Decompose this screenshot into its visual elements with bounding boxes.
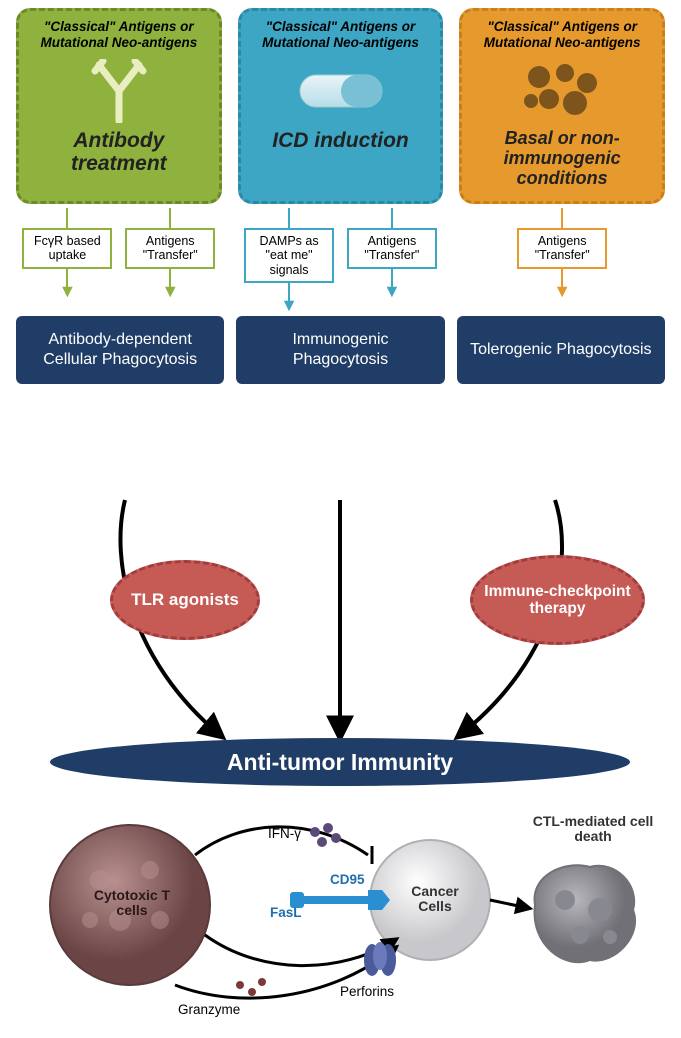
cancer-label: Cancer Cells bbox=[400, 884, 470, 915]
cd95-label: CD95 bbox=[330, 872, 365, 887]
antibody-icon bbox=[25, 57, 213, 125]
top-row: "Classical" Antigens or Mutational Neo-a… bbox=[0, 0, 681, 204]
sub-col-1: DAMPs as "eat me" signals ▼ Antigens "Tr… bbox=[238, 208, 444, 310]
sub-col-2: Antigens "Transfer" ▼ bbox=[459, 208, 665, 310]
sub-box-fcyr: FcγR based uptake bbox=[22, 228, 112, 269]
sub-col-0: FcγR based uptake ▼ Antigens "Transfer" … bbox=[16, 208, 222, 310]
sub-box-ab-transfer: Antigens "Transfer" bbox=[125, 228, 215, 269]
top-box-basal: "Classical" Antigens or Mutational Neo-a… bbox=[459, 8, 665, 204]
antigen-text-2: "Classical" Antigens or Mutational Neo-a… bbox=[468, 19, 656, 51]
phago-tolerogenic: Tolerogenic Phagocytosis bbox=[457, 316, 665, 384]
ifn-label: IFN-γ bbox=[268, 826, 301, 841]
oval-tlr-label: TLR agonists bbox=[131, 591, 239, 610]
top-box-icd: "Classical" Antigens or Mutational Neo-a… bbox=[238, 8, 444, 204]
sub-box-basal-transfer: Antigens "Transfer" bbox=[517, 228, 607, 269]
antigen-text-0: "Classical" Antigens or Mutational Neo-a… bbox=[25, 19, 213, 51]
particles-icon bbox=[468, 57, 656, 125]
top-title-1: ICD induction bbox=[247, 129, 435, 152]
phago-adcp: Antibody-dependent Cellular Phagocytosis bbox=[16, 316, 224, 384]
phago-row: Antibody-dependent Cellular Phagocytosis… bbox=[0, 316, 681, 384]
immunity-bar-label: Anti-tumor Immunity bbox=[227, 749, 453, 776]
sub-row: FcγR based uptake ▼ Antigens "Transfer" … bbox=[0, 208, 681, 310]
top-title-0: Antibody treatment bbox=[25, 129, 213, 175]
antigen-text-1: "Classical" Antigens or Mutational Neo-a… bbox=[247, 19, 435, 51]
perforin-label: Perforins bbox=[340, 984, 394, 999]
dead-label: CTL-mediated cell death bbox=[518, 814, 668, 845]
immunity-bar: Anti-tumor Immunity bbox=[50, 738, 630, 786]
granzyme-label: Granzyme bbox=[178, 1002, 240, 1017]
phago-immunogenic: Immunogenic Phagocytosis bbox=[236, 316, 444, 384]
oval-tlr: TLR agonists bbox=[110, 560, 260, 640]
fasl-label: FasL bbox=[270, 905, 302, 920]
top-box-antibody: "Classical" Antigens or Mutational Neo-a… bbox=[16, 8, 222, 204]
sub-box-icd-transfer: Antigens "Transfer" bbox=[347, 228, 437, 269]
top-title-2: Basal or non-immunogenic conditions bbox=[468, 129, 656, 188]
oval-checkpoint-label: Immune-checkpoint therapy bbox=[477, 583, 638, 617]
oval-checkpoint: Immune-checkpoint therapy bbox=[470, 555, 645, 645]
sub-box-damps: DAMPs as "eat me" signals bbox=[244, 228, 334, 283]
pill-icon bbox=[247, 57, 435, 125]
tcell-label: Cytotoxic T cells bbox=[82, 888, 182, 919]
